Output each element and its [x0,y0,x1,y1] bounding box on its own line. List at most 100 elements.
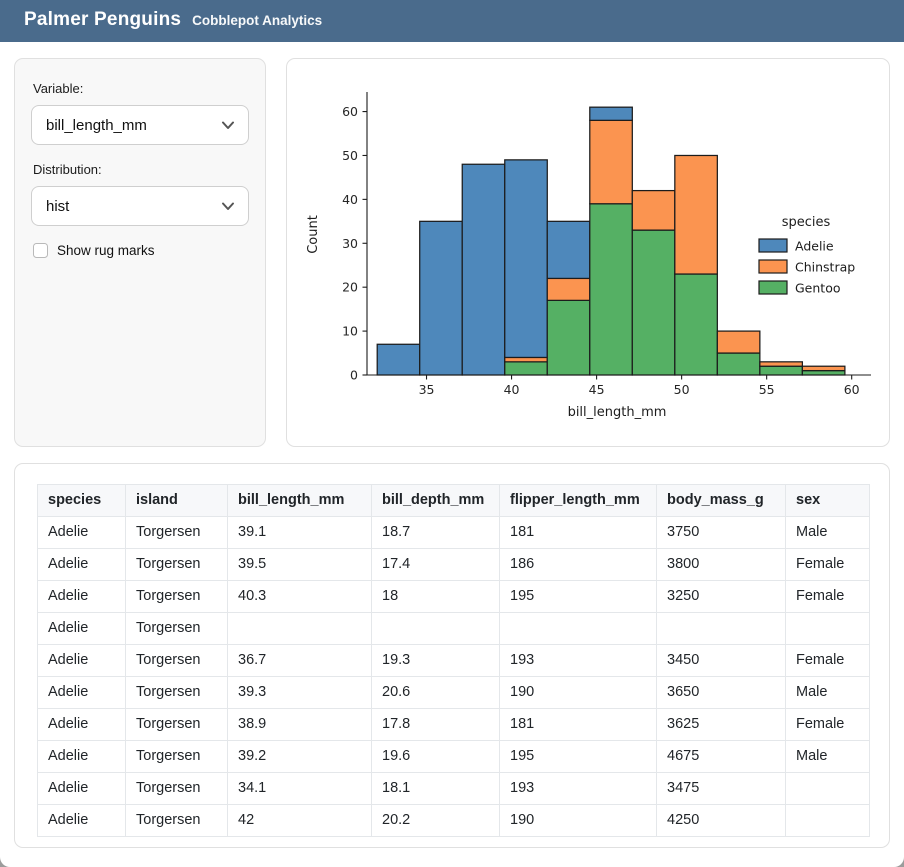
chart-card: 35 40 45 50 55 60 0 10 20 30 40 50 60 bill_length_mm C… [286,58,890,447]
app-title: Palmer Penguins [24,9,182,30]
window-corner-artifact [894,857,904,867]
table-cell: Adelie [37,644,126,677]
table-cell: 19.3 [371,644,500,677]
bar-segment-gentoo [716,352,761,376]
table-cell: Female [785,548,870,581]
legend-swatch-adelie [758,238,788,253]
table-cell: 3625 [656,708,786,741]
table-row: Adelie Torgersen [37,612,870,645]
legend-label: Adelie [795,239,834,254]
app-subtitle: Cobblepot Analytics [192,13,323,28]
table-cell: 20.6 [371,676,500,709]
y-axis-label: Count [306,215,321,254]
column-header: bill_depth_mm [371,484,500,517]
bar-segment-gentoo [504,361,548,376]
table-cell: 39.2 [227,740,372,773]
table-cell: 193 [499,772,657,805]
column-header: sex [785,484,870,517]
bar-segment-chinstrap [759,361,804,367]
table-cell: 17.4 [371,548,500,581]
table-row: Adelie Torgersen 34.1 18.1 193 3475 [37,772,870,805]
x-tick-label: 45 [589,382,605,397]
table-cell: 195 [499,580,657,613]
x-tick-label: 60 [844,382,860,397]
bar-segment-adelie [419,220,463,376]
bar-segment-chinstrap [546,277,591,301]
table-cell: Adelie [37,612,126,645]
table-cell: Adelie [37,772,126,805]
rug-checkbox-label: Show rug marks [57,243,155,258]
table-cell: Male [785,676,870,709]
bar-segment-adelie [589,106,633,121]
distribution-select[interactable]: hist [31,186,249,226]
column-header: body_mass_g [656,484,786,517]
bar-segment-gentoo [631,229,676,376]
y-tick-label: 20 [342,280,358,295]
bar-segment-gentoo [759,365,804,376]
bar-segment-gentoo [546,299,591,376]
table-row: Adelie Torgersen 36.7 19.3 193 3450 Female [37,644,870,677]
table-cell: 195 [499,740,657,773]
table-cell: Adelie [37,708,126,741]
table-cell: Male [785,740,870,773]
rug-checkbox-row: Show rug marks [33,243,249,258]
table-cell: 39.3 [227,676,372,709]
x-axis-label: bill_length_mm [568,405,667,420]
table-cell: 3475 [656,772,786,805]
bar-segment-adelie [504,159,548,359]
table-header-row: species island bill_length_mm bill_depth_mm… [37,484,870,517]
table-cell: Torgersen [125,580,228,613]
table-cell: Female [785,708,870,741]
table-cell: 38.9 [227,708,372,741]
variable-select-value: bill_length_mm [46,116,147,134]
column-header: species [37,484,126,517]
table-cell: Female [785,580,870,613]
table-cell: Torgersen [125,644,228,677]
legend-title: species [782,215,831,230]
table-cell: Torgersen [125,804,228,837]
table-cell: 42 [227,804,372,837]
table-cell: 18 [371,580,500,613]
table-cell: 190 [499,676,657,709]
variable-select[interactable]: bill_length_mm [31,105,249,145]
table-cell: 3750 [656,516,786,549]
table-cell: Adelie [37,516,126,549]
window-corner-artifact [0,857,10,867]
bar-segment-gentoo [801,369,846,376]
table-row: Adelie Torgersen 40.3 18 195 3250 Female [37,580,870,613]
table-cell: Adelie [37,740,126,773]
column-header: bill_length_mm [227,484,372,517]
rug-checkbox[interactable] [33,243,48,258]
column-header: island [125,484,228,517]
table-cell: Female [785,644,870,677]
bar-segment-adelie [546,220,591,280]
table-cell: 3650 [656,676,786,709]
table-cell: 3450 [656,644,786,677]
table-cell: 3800 [656,548,786,581]
legend-swatch-chinstrap [758,259,788,274]
table-row: Adelie Torgersen 39.1 18.7 181 3750 Male [37,516,870,549]
table-cell: Torgersen [125,740,228,773]
table-row: Adelie Torgersen 39.3 20.6 190 3650 Male [37,676,870,709]
histogram-chart: 35 40 45 50 55 60 0 10 20 30 40 50 60 bill_length_mm C… [293,63,885,446]
y-tick-label: 60 [342,104,358,119]
variable-label: Variable: [33,81,84,96]
table-cell: 4675 [656,740,786,773]
bar-segment-chinstrap [716,330,761,354]
distribution-label: Distribution: [33,162,102,177]
main-content: Variable: bill_length_mm Distribution: h… [0,42,904,848]
table-cell: 190 [499,804,657,837]
table-cell: 181 [499,708,657,741]
x-tick-label: 40 [504,382,520,397]
table-row: Adelie Torgersen 39.2 19.6 195 4675 Male [37,740,870,773]
chevron-down-icon [221,202,235,211]
table-cell: Torgersen [125,676,228,709]
table-cell: Male [785,516,870,549]
bar-segment-chinstrap [801,365,846,372]
bar-segment-gentoo [589,203,633,376]
table-cell: 18.7 [371,516,500,549]
table-cell: Adelie [37,548,126,581]
legend-label: Chinstrap [795,260,855,275]
table-cell [227,612,372,645]
chevron-down-icon [221,121,235,130]
